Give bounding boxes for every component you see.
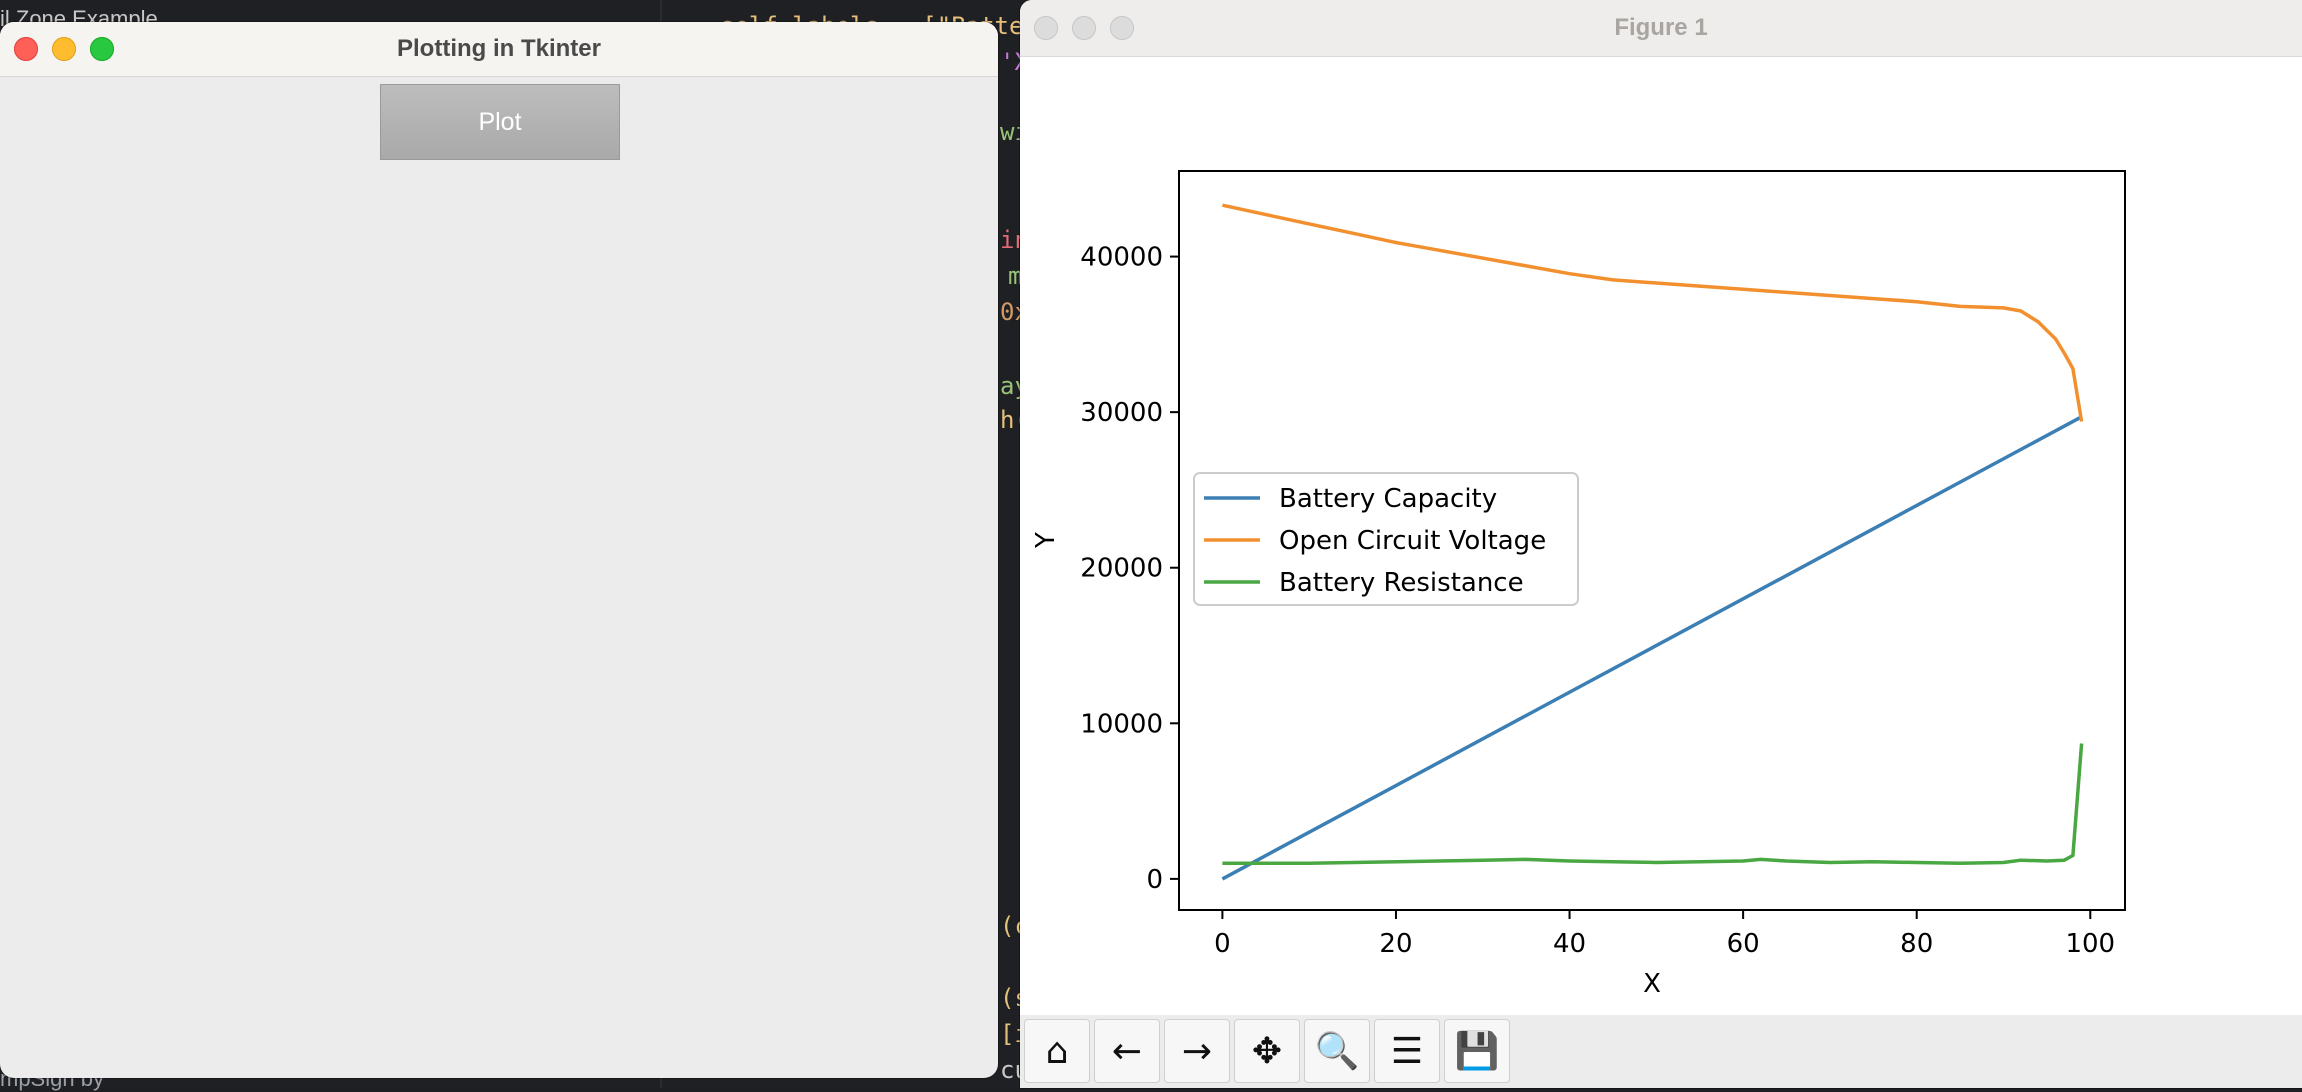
configure-subplots-icon: ☰ xyxy=(1390,1030,1424,1072)
y-tick-label: 30000 xyxy=(1080,398,1163,428)
legend-box xyxy=(1193,472,1579,606)
home-tool-button[interactable]: ⌂ xyxy=(1024,1019,1090,1083)
tkinter-titlebar[interactable]: Plotting in Tkinter xyxy=(0,22,998,77)
y-axis-label: Y xyxy=(1031,532,1061,549)
legend-label: Open Circuit Voltage xyxy=(1279,526,1546,556)
x-axis-label: X xyxy=(1643,969,1661,999)
figure-window: Figure 1 0 20 40 60 80 100 0 10000 20000 30000 40… xyxy=(1020,0,2302,1088)
x-tick-label: 100 xyxy=(2065,929,2115,959)
zoom-button[interactable] xyxy=(1110,16,1134,40)
window-controls xyxy=(1034,16,1134,40)
forward-arrow-icon: → xyxy=(1181,1030,1213,1072)
tkinter-window: Plotting in Tkinter Plot xyxy=(0,22,998,1078)
zoom-tool-button[interactable]: 🔍 xyxy=(1304,1019,1370,1083)
figure-title: Figure 1 xyxy=(1614,14,1708,41)
code-line: m xyxy=(1008,262,1023,290)
series-lines xyxy=(1221,203,2084,881)
x-tick-label: 40 xyxy=(1553,929,1586,959)
pan-tool-button[interactable]: ✥ xyxy=(1234,1019,1300,1083)
legend-label: Battery Capacity xyxy=(1279,484,1497,514)
back-arrow-icon: ← xyxy=(1111,1030,1143,1072)
series-line-battery-capacity xyxy=(1221,415,2083,881)
y-tick-label: 0 xyxy=(1146,865,1163,895)
y-tick-label: 20000 xyxy=(1080,554,1163,584)
navigation-toolbar: ⌂ ← → ✥ 🔍 ☰ 💾 xyxy=(1020,1015,2302,1088)
plot-button[interactable]: Plot xyxy=(380,84,620,160)
x-tick-label: 60 xyxy=(1727,929,1760,959)
x-axis-ticks: 0 20 40 60 80 100 xyxy=(1214,910,2115,959)
forward-arrow-tool-button[interactable]: → xyxy=(1164,1019,1230,1083)
zoom-button[interactable] xyxy=(90,37,114,61)
back-arrow-tool-button[interactable]: ← xyxy=(1094,1019,1160,1083)
x-tick-label: 20 xyxy=(1379,929,1412,959)
save-icon: 💾 xyxy=(1454,1031,1500,1072)
line-chart: 0 20 40 60 80 100 0 10000 20000 30000 40000 X Y B… xyxy=(1031,170,2126,999)
y-tick-label: 10000 xyxy=(1080,709,1163,739)
minimize-button[interactable] xyxy=(1072,16,1096,40)
x-tick-label: 0 xyxy=(1214,929,1231,959)
window-controls xyxy=(14,37,114,61)
zoom-icon: 🔍 xyxy=(1314,1031,1360,1072)
figure-titlebar[interactable]: Figure 1 xyxy=(1020,0,2302,57)
home-icon: ⌂ xyxy=(1045,1030,1069,1072)
series-line-open-circuit-voltage xyxy=(1222,203,2084,422)
window-title: Plotting in Tkinter xyxy=(397,35,601,62)
configure-subplots-tool-button[interactable]: ☰ xyxy=(1374,1019,1440,1083)
legend: Battery Capacity Open Circuit Voltage Batt… xyxy=(1193,472,1579,606)
close-button[interactable] xyxy=(14,37,38,61)
legend-label: Battery Resistance xyxy=(1279,568,1524,598)
pan-icon: ✥ xyxy=(1251,1030,1283,1072)
close-button[interactable] xyxy=(1034,16,1058,40)
series-line-battery-resistance xyxy=(1222,743,2084,866)
axes-frame xyxy=(1178,170,2126,911)
y-axis-ticks: 0 10000 20000 30000 40000 xyxy=(1080,243,1179,895)
save-tool-button[interactable]: 💾 xyxy=(1444,1019,1510,1083)
minimize-button[interactable] xyxy=(52,37,76,61)
y-tick-label: 40000 xyxy=(1080,243,1163,273)
plot-canvas[interactable]: 0 20 40 60 80 100 0 10000 20000 30000 40000 X Y B… xyxy=(1020,57,2302,1015)
x-tick-label: 80 xyxy=(1900,929,1933,959)
